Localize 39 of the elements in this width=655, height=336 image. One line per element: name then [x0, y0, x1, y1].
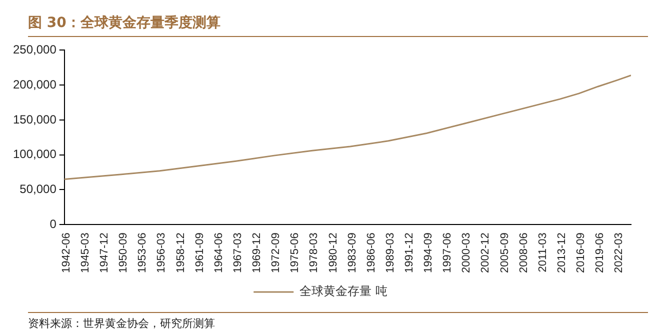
- x-tick-label: 1975-06: [289, 232, 302, 274]
- text: 资料来源：世界黄金协会，研究所测算: [28, 312, 648, 331]
- x-tick-label: 1972-09: [270, 232, 282, 274]
- x-tick-label: 2011-03: [536, 232, 549, 272]
- legend-label: 全球黄金存量 吨: [300, 284, 388, 298]
- x-tick-label: 1991-12: [404, 232, 416, 274]
- x-tick-label: 1969-12: [251, 232, 264, 274]
- x-tick-label: 1986-06: [365, 232, 378, 274]
- x-tick-label: 2022-03: [613, 232, 626, 274]
- x-tick-label: 1947-12: [98, 232, 111, 274]
- x-tick-label: 1964-06: [212, 232, 225, 274]
- x-tick-label: 1958-12: [174, 232, 187, 274]
- y-tick-label: 250,000: [12, 42, 57, 57]
- x-tick-label: 2008-06: [518, 232, 530, 274]
- x-tick-label: 1978-03: [308, 232, 320, 274]
- x-tick-label: 2002-12: [480, 232, 492, 274]
- x-tick-label: 1945-03: [79, 232, 92, 274]
- y-tick-label: 0: [50, 216, 57, 231]
- x-tick-label: 1967-03: [232, 232, 244, 274]
- x-tick-label: 2000-03: [460, 232, 473, 274]
- x-tick-label: 1994-09: [422, 232, 435, 274]
- x-tick-label: 1980-12: [327, 232, 340, 274]
- y-tick-label: 200,000: [12, 77, 57, 92]
- x-tick-label: 1950-09: [118, 232, 130, 274]
- x-tick-label: 2019-06: [594, 232, 606, 274]
- x-tick-label: 1983-09: [346, 232, 358, 274]
- x-tick-label: 1997-06: [442, 232, 454, 274]
- x-tick-label: 2013-12: [556, 232, 568, 274]
- x-tick-label: 2005-09: [498, 232, 511, 274]
- x-tick-label: 1956-03: [156, 232, 168, 274]
- y-tick-label: 100,000: [12, 147, 57, 162]
- x-tick-label: 1989-03: [384, 232, 396, 274]
- x-tick-label: 1961-09: [194, 232, 206, 274]
- x-tick-label: 1953-06: [136, 232, 149, 274]
- x-tick-label: 1942-06: [60, 232, 72, 274]
- chart-title: 图 30：全球黄金存量季度测算: [28, 14, 648, 37]
- y-tick-label: 50,000: [20, 182, 57, 196]
- x-tick-label: 2016-09: [575, 232, 588, 274]
- y-tick-label: 150,000: [12, 112, 57, 126]
